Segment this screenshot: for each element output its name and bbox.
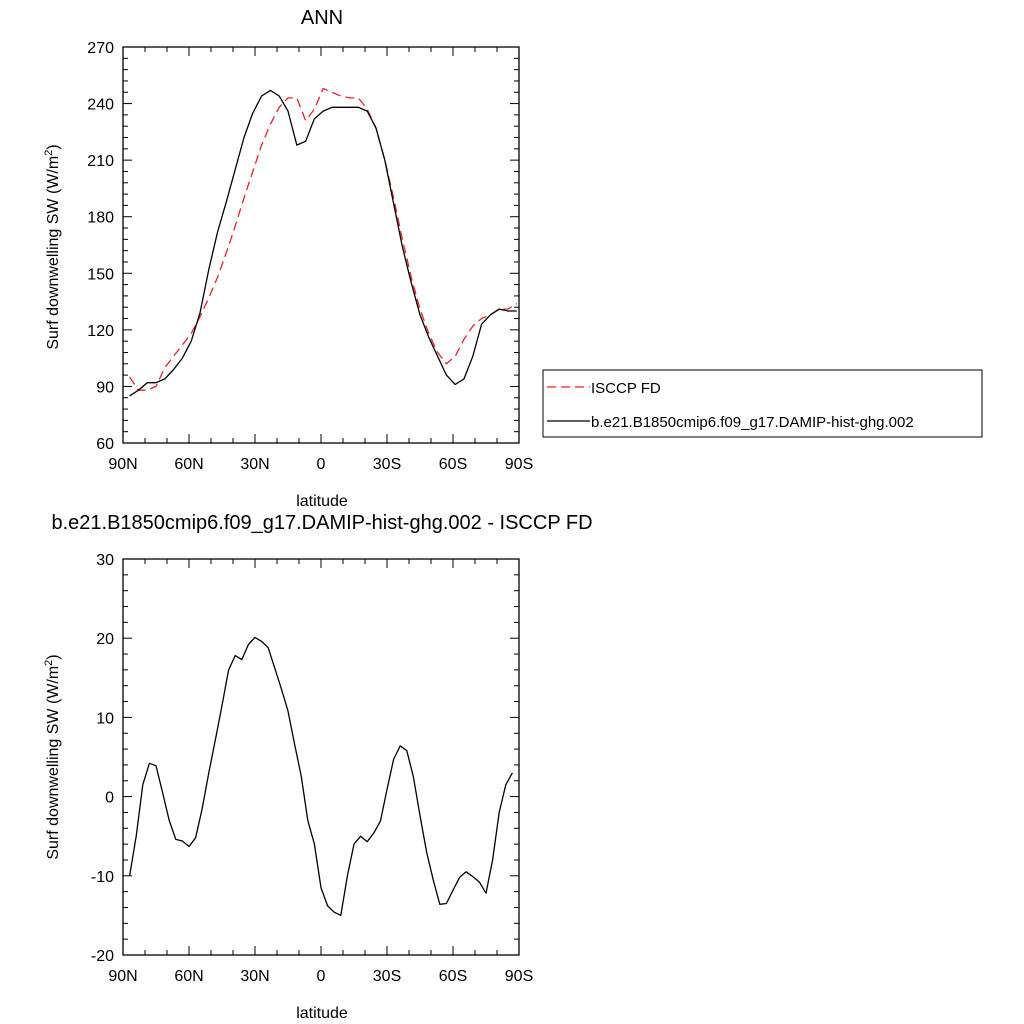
- y-tick-label: 150: [87, 266, 114, 283]
- bottom-x-axis-label: latitude: [296, 1005, 348, 1022]
- y-tick-label: 60: [96, 436, 114, 453]
- y-tick-label: 20: [96, 631, 114, 648]
- top-y-axis-label-main: Surf downwelling SW (W/m: [45, 156, 62, 350]
- y-tick-label: 210: [87, 153, 114, 170]
- y-tick-label: -20: [91, 948, 114, 965]
- bottom-y-axis-label-main: Surf downwelling SW (W/m: [45, 666, 62, 860]
- x-tick-label: 60S: [439, 968, 467, 985]
- y-tick-label: 270: [87, 40, 114, 57]
- bottom-y-axis-label-close: ): [45, 654, 62, 659]
- legend-label-model: b.e21.B1850cmip6.f09_g17.DAMIP-hist-ghg.…: [591, 414, 914, 431]
- series-line-model: [129, 89, 517, 397]
- x-tick-label: 0: [317, 968, 326, 985]
- legend: ISCCP FD b.e21.B1850cmip6.f09_g17.DAMIP-…: [542, 369, 983, 438]
- y-tick-label: -10: [91, 869, 114, 886]
- bottom-y-axis-label-superscript: 2: [43, 660, 55, 666]
- series-line-difference: [128, 636, 513, 917]
- x-tick-label: 90N: [108, 968, 137, 985]
- y-tick-label: 180: [87, 210, 114, 227]
- x-tick-label: 90S: [505, 968, 533, 985]
- bottom-chart-title: b.e21.B1850cmip6.f09_g17.DAMIP-hist-ghg.…: [51, 512, 592, 534]
- y-tick-label: 0: [105, 790, 114, 807]
- bottom-plot-area: 90N 60N 30N 0 30S 60S 90S -20 -10 0 10 20 30: [91, 552, 533, 985]
- x-tick-label: 60N: [174, 456, 203, 473]
- legend-label-isccp-fd: ISCCP FD: [591, 380, 661, 397]
- x-tick-label: 30S: [373, 968, 401, 985]
- x-tick-label: 60N: [174, 968, 203, 985]
- x-tick-label: 90N: [108, 456, 137, 473]
- top-y-axis-label-close: ): [45, 144, 62, 149]
- bottom-panel: b.e21.B1850cmip6.f09_g17.DAMIP-hist-ghg.…: [43, 512, 593, 1022]
- x-tick-label: 30N: [240, 968, 269, 985]
- series-line-isccp-fd: [129, 87, 518, 391]
- plot-frame: [122, 46, 520, 444]
- top-panel: ANN 90N 60N 30N 0 30S 60S 90S 60 90 120 150 180 210 2…: [43, 7, 533, 510]
- bottom-y-axis-label: Surf downwelling SW (W/m2): [43, 654, 62, 859]
- y-tick-label: 10: [96, 710, 114, 727]
- plot-frame: [122, 558, 520, 956]
- top-y-axis-label-superscript: 2: [43, 150, 55, 156]
- x-tick-label: 30S: [373, 456, 401, 473]
- x-tick-label: 0: [317, 456, 326, 473]
- top-plot-area: 90N 60N 30N 0 30S 60S 90S 60 90 120 150 180 210 240 27…: [87, 40, 533, 473]
- x-tick-label: 60S: [439, 456, 467, 473]
- x-tick-label: 90S: [505, 456, 533, 473]
- top-y-axis-label: Surf downwelling SW (W/m2): [43, 144, 62, 349]
- x-tick-label: 30N: [240, 456, 269, 473]
- top-x-axis-label: latitude: [296, 493, 348, 510]
- y-tick-label: 30: [96, 552, 114, 569]
- y-tick-label: 90: [96, 379, 114, 396]
- top-chart-title: ANN: [301, 7, 343, 29]
- legend-box: [542, 369, 983, 438]
- y-tick-label: 120: [87, 323, 114, 340]
- y-tick-label: 240: [87, 97, 114, 114]
